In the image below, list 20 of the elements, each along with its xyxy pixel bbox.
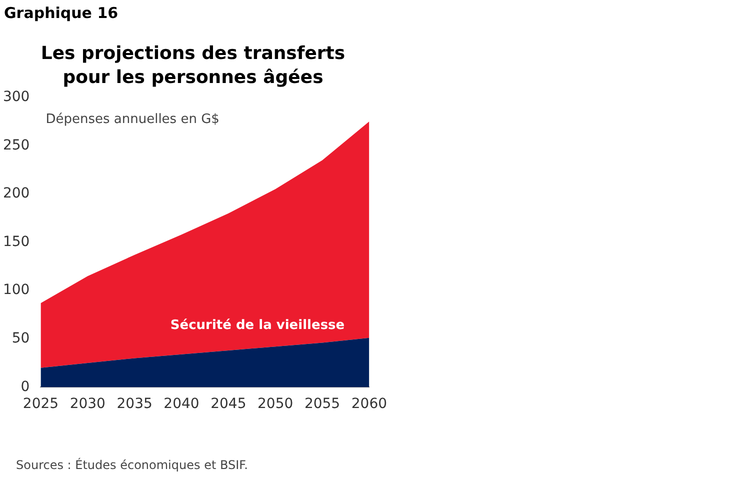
y-tick-label: 200: [2, 186, 30, 202]
y-tick-label: 300: [2, 89, 30, 106]
x-tick-label: 2050: [258, 396, 294, 412]
x-tick-label: 2055: [304, 396, 340, 412]
x-tick-label: 2030: [70, 396, 106, 412]
y-tick-label: 0: [20, 378, 30, 395]
y-tick-label: 50: [12, 330, 30, 347]
x-tick-label: 2045: [210, 396, 246, 412]
x-tick-label: 2025: [22, 396, 59, 412]
x-tick-label: 2060: [351, 396, 388, 412]
y-tick-label: 150: [2, 234, 30, 250]
chart-subtitle: Graphique 16: [4, 4, 118, 22]
x-tick-label: 2035: [116, 396, 152, 412]
x-tick-label: 2040: [164, 396, 200, 412]
y-axis-title: Dépenses annuelles en G$: [46, 112, 220, 127]
y-tick-label: 100: [2, 282, 30, 298]
series-label: Sécurité de la vieillesse: [170, 318, 345, 334]
y-tick-label: 250: [2, 137, 30, 154]
source-note: Sources : Études économiques et BSIF.: [16, 458, 248, 472]
chart-title: Les projections des transferts pour les personnes âgées: [40, 42, 346, 90]
